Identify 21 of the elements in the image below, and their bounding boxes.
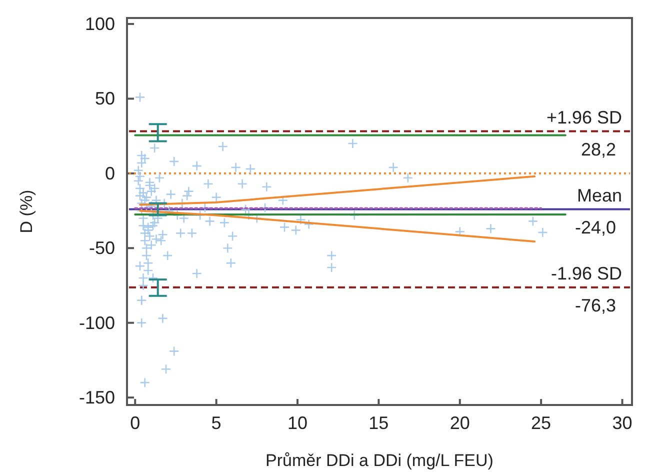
annotation: -76,3 xyxy=(574,295,616,316)
x-tick-label: 30 xyxy=(612,413,632,433)
annotation: -24,0 xyxy=(574,217,616,238)
ref-line-label: -1.96 SD xyxy=(550,263,622,284)
x-tick-label: 10 xyxy=(287,413,308,433)
y-tick-label: -100 xyxy=(78,312,115,333)
y-tick-label: -50 xyxy=(88,238,115,258)
x-tick-label: 0 xyxy=(130,413,140,433)
ref-line-label: Mean xyxy=(576,185,622,206)
x-axis-title: Průměr DDi a DDi (mg/L FEU) xyxy=(266,451,494,470)
y-tick-label: -150 xyxy=(78,388,115,408)
ref-line-label: +1.96 SD xyxy=(546,107,622,128)
y-axis-title: D (%) xyxy=(17,190,36,234)
x-tick-label: 15 xyxy=(368,413,389,433)
y-tick-label: 100 xyxy=(84,14,115,34)
annotation: 28,2 xyxy=(580,139,616,160)
x-tick-label: 25 xyxy=(531,413,552,433)
x-tick-label: 5 xyxy=(211,413,222,433)
y-tick-label: 50 xyxy=(94,88,115,109)
x-tick-label: 20 xyxy=(450,413,470,433)
y-tick-label: 0 xyxy=(104,163,115,184)
